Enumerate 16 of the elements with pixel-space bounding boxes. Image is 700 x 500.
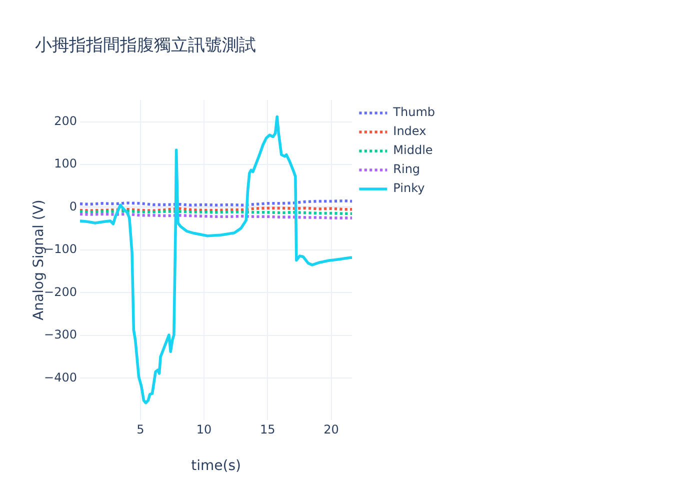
legend-label: Ring: [393, 162, 420, 176]
x-tick-label: 5: [136, 422, 144, 436]
y-tick-label: 200: [54, 114, 77, 128]
x-tick-label: 10: [196, 422, 212, 436]
x-axis-title: time(s): [191, 458, 242, 474]
chart-title: 小拇指指間指腹獨立訊號測試: [35, 36, 256, 56]
y-tick-label: −300: [44, 328, 77, 342]
x-tick-label: 20: [324, 422, 339, 436]
legend-label: Pinky: [393, 181, 425, 196]
y-tick-label: 0: [69, 199, 77, 214]
legend-label: Index: [393, 124, 426, 138]
legend-label: Middle: [393, 143, 433, 158]
legend-label: Thumb: [392, 105, 436, 120]
y-tick-label: 100: [54, 156, 77, 171]
y-tick-label: −400: [44, 370, 77, 384]
x-tick-label: 15: [260, 422, 276, 436]
